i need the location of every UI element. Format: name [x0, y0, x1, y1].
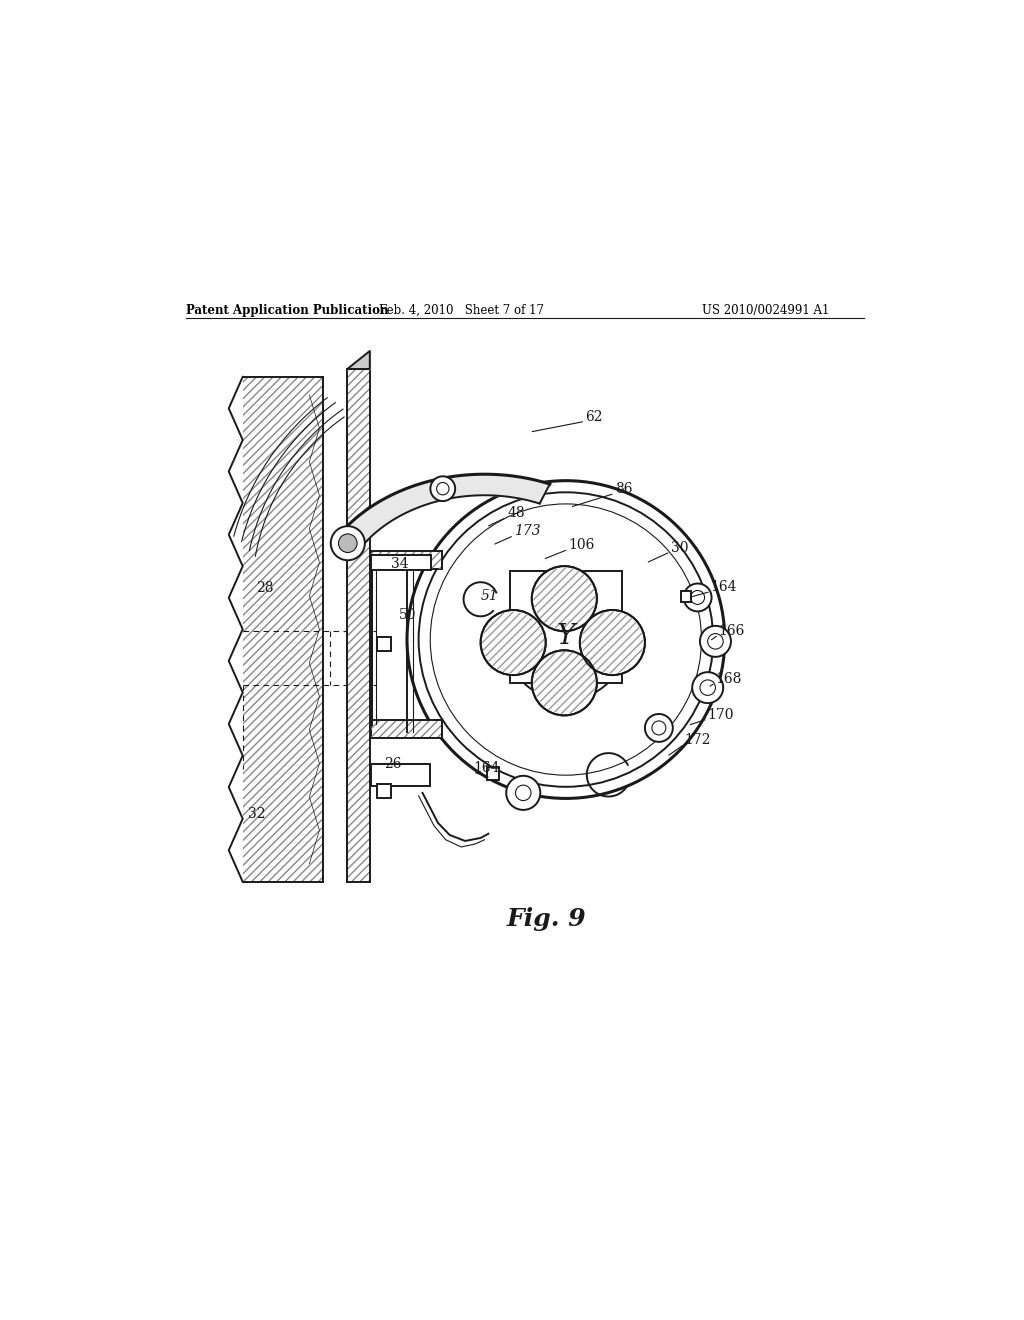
Bar [348, 370, 369, 882]
Text: Y: Y [557, 623, 575, 649]
Text: 170: 170 [708, 708, 734, 722]
Bar [681, 591, 691, 602]
Text: 51: 51 [480, 589, 499, 603]
Bar [372, 721, 441, 737]
Text: 166: 166 [719, 623, 744, 638]
Text: 48: 48 [508, 507, 525, 520]
Text: 34: 34 [391, 557, 410, 572]
Text: Patent Application Publication: Patent Application Publication [186, 304, 389, 317]
Circle shape [506, 579, 627, 700]
Bar [371, 719, 442, 738]
Bar [347, 370, 370, 882]
Text: 62: 62 [586, 411, 603, 424]
Circle shape [645, 714, 673, 742]
Circle shape [700, 626, 731, 657]
Bar [371, 554, 431, 570]
Text: 164: 164 [473, 760, 500, 775]
Circle shape [580, 610, 645, 675]
Text: 173: 173 [514, 524, 541, 539]
Text: 28: 28 [256, 581, 273, 595]
Circle shape [531, 566, 597, 631]
Bar [377, 784, 391, 799]
Bar [377, 638, 391, 651]
Circle shape [506, 776, 541, 810]
Text: US 2010/0024991 A1: US 2010/0024991 A1 [701, 304, 828, 317]
Bar [486, 767, 500, 780]
Circle shape [684, 583, 712, 611]
Text: 106: 106 [568, 539, 595, 552]
Text: 86: 86 [614, 482, 632, 496]
Circle shape [407, 480, 725, 799]
Text: 32: 32 [248, 807, 265, 821]
Text: 164: 164 [711, 581, 737, 594]
Text: Fig. 9: Fig. 9 [507, 907, 587, 931]
Bar [244, 378, 323, 882]
Text: 26: 26 [384, 756, 401, 771]
Text: Feb. 4, 2010   Sheet 7 of 17: Feb. 4, 2010 Sheet 7 of 17 [379, 304, 544, 317]
Text: 30: 30 [671, 541, 688, 554]
Polygon shape [334, 474, 550, 552]
Bar [372, 552, 441, 569]
Circle shape [512, 585, 621, 694]
Polygon shape [347, 351, 370, 370]
Circle shape [531, 651, 597, 715]
Circle shape [339, 533, 357, 553]
Bar [371, 552, 442, 569]
Bar [371, 764, 430, 785]
Text: 50: 50 [399, 609, 417, 623]
Text: 168: 168 [716, 672, 741, 685]
Circle shape [480, 610, 546, 675]
Circle shape [430, 477, 456, 502]
Circle shape [331, 527, 365, 560]
Circle shape [692, 672, 723, 704]
Text: 172: 172 [684, 733, 711, 747]
Bar [510, 572, 622, 682]
